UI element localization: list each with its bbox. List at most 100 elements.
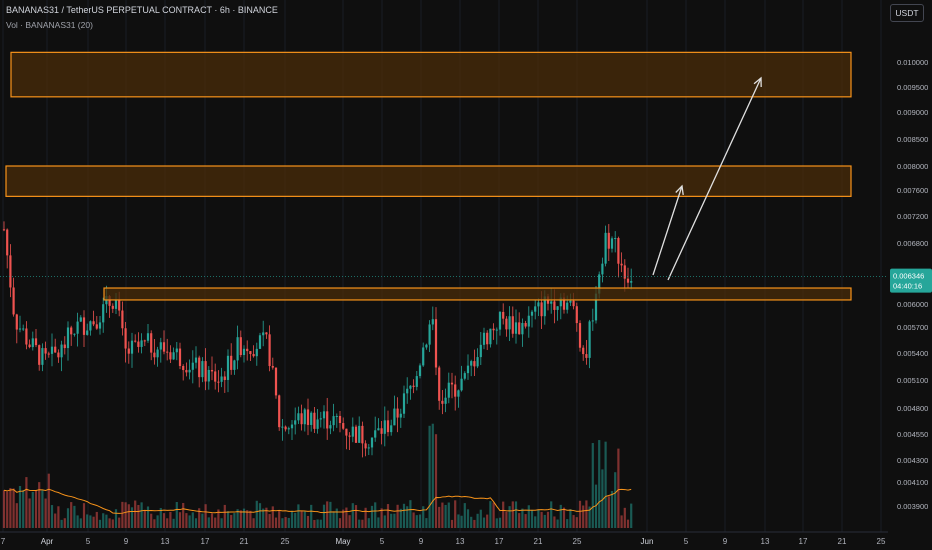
candle-body [47, 353, 50, 355]
volume-bar [588, 506, 591, 528]
candle-body [380, 428, 383, 434]
volume-bar [111, 519, 114, 528]
candle-body [303, 409, 306, 425]
volume-bar [252, 518, 255, 528]
candle-body [511, 316, 514, 334]
time-tick-label: May [335, 537, 350, 546]
volume-bar [332, 512, 335, 528]
candle-body [28, 344, 31, 348]
volume-bar [617, 448, 620, 528]
price-tick-label: 0.006800 [897, 239, 928, 248]
volume-bar [268, 514, 271, 528]
price-badge-value: 0.006346 [893, 272, 924, 281]
price-tick-label: 0.008000 [897, 162, 928, 171]
currency-button[interactable]: USDT [890, 4, 924, 22]
volume-bar [31, 491, 34, 528]
volume-bar [118, 517, 121, 528]
candle-body [34, 338, 38, 346]
candle-body [182, 365, 185, 371]
volume-bar [393, 513, 396, 528]
candle-body [367, 447, 370, 449]
price-tick-label: 0.005700 [897, 323, 928, 332]
volume-legend: Vol · BANANAS31 (20) [6, 20, 93, 30]
candle-body [22, 328, 25, 330]
candle-body [594, 293, 598, 321]
volume-bar [50, 505, 54, 528]
candle-body [623, 265, 626, 279]
candle-body [614, 238, 617, 240]
volume-bar [313, 519, 316, 528]
volume-bar [537, 509, 540, 528]
candle-body [521, 323, 524, 335]
volume-bar [108, 518, 111, 528]
volume-bar [322, 504, 326, 528]
candle-body [313, 412, 316, 429]
volume-bar [2, 490, 6, 528]
volume-bar [60, 519, 63, 528]
volume-bar [390, 513, 393, 528]
candle-body [482, 332, 486, 345]
zones[interactable] [5, 51, 852, 301]
candle-body [86, 330, 89, 335]
candle-body [354, 426, 358, 443]
volume-bar [514, 501, 518, 528]
time-tick-label: 21 [240, 537, 249, 546]
candle-body [377, 428, 380, 431]
time-tick-label: 9 [419, 537, 424, 546]
candle-body [505, 318, 508, 330]
volume-bar [377, 517, 380, 528]
candle-body [338, 415, 342, 424]
volume-bar [630, 503, 633, 528]
volume-bar [124, 502, 127, 528]
volume-bar [230, 515, 233, 528]
candle-body [498, 311, 502, 330]
candle-body [44, 348, 47, 354]
price-axis[interactable]: 0.010000 0.009500 0.009000 0.008500 0.008000… [888, 0, 932, 532]
volume-bar [329, 501, 332, 528]
candle-body [316, 419, 319, 429]
volume-bar [290, 510, 294, 528]
projection-arrows[interactable] [652, 76, 762, 281]
candle-body [575, 306, 578, 324]
candle-body [290, 424, 294, 429]
volume-bar [57, 506, 60, 528]
volume-bar [300, 510, 303, 528]
candle-body [223, 376, 226, 380]
candle-body [422, 347, 425, 366]
candle-body [230, 355, 233, 370]
candle-body [102, 304, 105, 323]
candle-body [476, 357, 479, 367]
volume-bar [265, 507, 268, 528]
candle-body [588, 321, 591, 358]
volume-bar [543, 514, 546, 528]
volume-bar [470, 516, 473, 528]
volume-bar [172, 518, 175, 528]
candle-body [175, 348, 178, 353]
volume-bar [351, 503, 354, 528]
candle-body [9, 255, 12, 288]
candle-body [38, 345, 41, 365]
candle-body [79, 317, 82, 322]
candle-body [434, 319, 438, 368]
volume-bar [575, 517, 578, 528]
candle-body [591, 320, 594, 322]
volume-bar [233, 513, 236, 528]
candle-body [278, 395, 281, 428]
candle-body [191, 362, 194, 370]
candle-body [335, 415, 338, 417]
time-tick-label: 13 [456, 537, 465, 546]
time-tick-label: 9 [723, 537, 728, 546]
volume-bar [239, 510, 242, 528]
candle-body [297, 413, 300, 421]
candle-body [489, 328, 492, 345]
candle-body [50, 346, 54, 354]
volume-bar [226, 511, 230, 528]
candle-body [198, 357, 201, 378]
price-tick-label: 0.004300 [897, 456, 928, 465]
candle-body [188, 369, 191, 373]
volume-bar [34, 489, 38, 528]
volume-bar [479, 509, 482, 528]
volume-bar [511, 501, 514, 528]
time-axis[interactable]: 7 Apr 5 9 13 17 21 25 May 5 9 13 17 21 25 Jun 5 9 13 17 21 25 [0, 531, 888, 546]
